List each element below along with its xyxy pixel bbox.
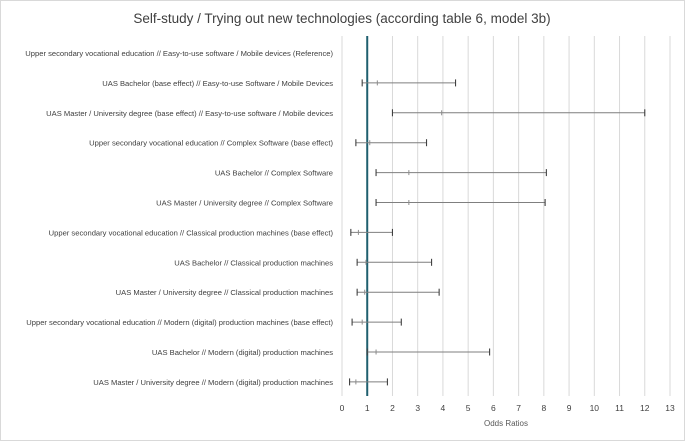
- x-axis-label: Odds Ratios: [484, 419, 528, 428]
- ci-row-6: [350, 228, 394, 236]
- x-tick-label-7: 7: [516, 403, 521, 413]
- x-tick-label-5: 5: [466, 403, 471, 413]
- row-label-9: Upper secondary vocational education // …: [26, 318, 333, 327]
- ci-row-1: [361, 79, 457, 87]
- ci-row-10: [366, 348, 491, 356]
- ci-row-7: [356, 258, 433, 266]
- ci-row-2: [391, 109, 646, 117]
- x-tick-label-10: 10: [590, 403, 600, 413]
- row-label-1: UAS Bachelor (base effect) // Easy-to-us…: [102, 79, 333, 88]
- row-label-3: Upper secondary vocational education // …: [89, 139, 333, 148]
- row-label-7: UAS Bachelor // Classical production mac…: [174, 258, 333, 267]
- ci-row-3: [355, 139, 428, 147]
- row-label-10: UAS Bachelor // Modern (digital) product…: [152, 348, 333, 357]
- row-label-11: UAS Master / University degree // Modern…: [93, 378, 333, 387]
- row-label-5: UAS Master / University degree // Comple…: [156, 199, 333, 208]
- x-tick-label-12: 12: [640, 403, 650, 413]
- x-tick-label-8: 8: [541, 403, 546, 413]
- ci-row-9: [351, 318, 402, 326]
- ci-row-8: [356, 288, 440, 296]
- x-tick-label-2: 2: [390, 403, 395, 413]
- chart-title: Self-study / Trying out new technologies…: [133, 11, 550, 26]
- x-tick-label-0: 0: [340, 403, 345, 413]
- row-label-2: UAS Master / University degree (base eff…: [46, 109, 333, 118]
- row-labels: Upper secondary vocational education // …: [25, 49, 333, 387]
- ci-row-4: [375, 169, 547, 177]
- row-label-0: Upper secondary vocational education // …: [25, 49, 333, 58]
- x-tick-label-4: 4: [441, 403, 446, 413]
- gridlines: [341, 36, 671, 396]
- x-tick-label-1: 1: [365, 403, 370, 413]
- x-axis-ticks: 0 1 2 3 4 5 6 7 8 9 10 11 12 13: [340, 403, 675, 413]
- row-label-8: UAS Master / University degree // Classi…: [116, 288, 334, 297]
- x-tick-label-9: 9: [567, 403, 572, 413]
- ci-row-11: [349, 378, 388, 386]
- row-label-6: Upper secondary vocational education // …: [49, 228, 334, 237]
- x-tick-label-11: 11: [615, 403, 624, 413]
- confidence-intervals: [349, 79, 646, 386]
- x-tick-label-6: 6: [491, 403, 496, 413]
- x-tick-label-13: 13: [665, 403, 675, 413]
- row-label-4: UAS Bachelor // Complex Software: [215, 169, 333, 178]
- ci-row-5: [375, 199, 546, 206]
- x-tick-label-3: 3: [415, 403, 420, 413]
